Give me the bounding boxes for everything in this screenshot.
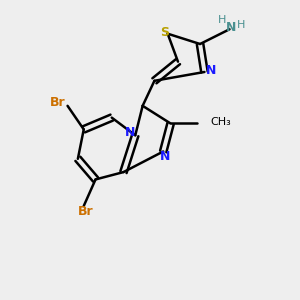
Text: S: S <box>160 26 169 39</box>
Text: N: N <box>160 150 170 163</box>
Text: Br: Br <box>50 96 66 110</box>
Text: N: N <box>125 126 135 139</box>
Text: CH₃: CH₃ <box>210 117 231 127</box>
Text: H: H <box>236 20 245 30</box>
Text: H: H <box>218 15 226 26</box>
Text: Br: Br <box>77 205 93 218</box>
Text: N: N <box>206 64 216 77</box>
Text: N: N <box>226 21 236 34</box>
